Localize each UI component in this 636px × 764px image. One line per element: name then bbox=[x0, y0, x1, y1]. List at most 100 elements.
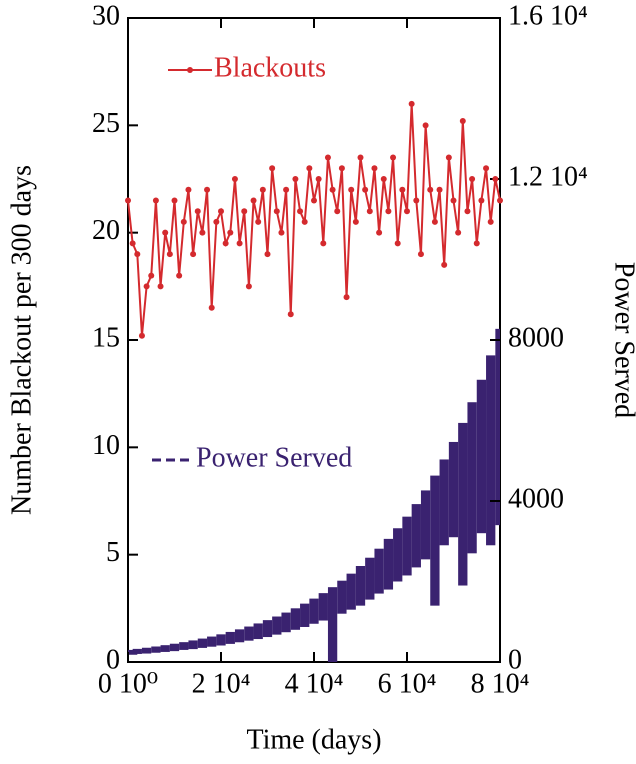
blackouts-point bbox=[306, 165, 313, 172]
blackouts-point bbox=[487, 218, 494, 225]
power-bar bbox=[234, 629, 245, 643]
y-axis-label: Number Blackout per 300 days bbox=[6, 165, 37, 515]
blackouts-point bbox=[218, 208, 224, 215]
blackouts-point bbox=[371, 165, 378, 172]
blackouts-point bbox=[222, 240, 229, 247]
blackouts-point bbox=[236, 240, 243, 247]
blackouts-point bbox=[459, 118, 466, 125]
blackouts-point bbox=[176, 272, 183, 279]
power-bar bbox=[374, 548, 384, 594]
blackouts-point bbox=[157, 283, 164, 290]
power-bar bbox=[132, 648, 142, 654]
blackouts-point bbox=[269, 165, 276, 172]
x-tick-label: 6 10⁴ bbox=[378, 668, 437, 699]
blackouts-point bbox=[427, 186, 434, 193]
blackouts-point bbox=[292, 176, 299, 182]
blackouts-point bbox=[469, 176, 476, 182]
x-tick-label: 8 10⁴ bbox=[471, 668, 530, 699]
blackouts-point bbox=[148, 272, 155, 279]
y-tick-label: 30 bbox=[92, 0, 120, 31]
blackouts-point bbox=[324, 154, 331, 161]
blackouts-point bbox=[227, 229, 234, 236]
y2-tick-label: 8000 bbox=[508, 322, 564, 353]
power-bar bbox=[448, 441, 459, 538]
blackouts-point bbox=[362, 186, 369, 193]
blackouts-point bbox=[278, 229, 285, 236]
y2-tick-label: 1.6 10⁴ bbox=[508, 0, 588, 31]
blackouts-point bbox=[287, 311, 294, 318]
blackouts-point bbox=[241, 208, 248, 215]
power-bar bbox=[281, 612, 291, 633]
power-bar bbox=[355, 566, 366, 606]
blackouts-point bbox=[431, 218, 438, 225]
blackouts-point bbox=[190, 251, 197, 258]
blackouts-point bbox=[338, 165, 345, 172]
power-bar bbox=[225, 631, 235, 644]
blackouts-point bbox=[343, 294, 350, 301]
blackouts-point bbox=[250, 197, 257, 204]
blackouts-point bbox=[297, 208, 304, 215]
blackouts-point bbox=[413, 197, 420, 204]
blackouts-point bbox=[213, 218, 220, 225]
blackouts-point bbox=[352, 218, 359, 225]
blackouts-point bbox=[390, 154, 397, 161]
blackouts-point bbox=[357, 154, 364, 161]
blackouts-point bbox=[273, 208, 280, 215]
blackouts-point bbox=[329, 186, 336, 193]
power-bar bbox=[207, 636, 217, 647]
blackouts-point bbox=[385, 208, 392, 215]
blackouts-point bbox=[143, 283, 150, 290]
blackouts-point bbox=[185, 186, 192, 193]
power-bar bbox=[411, 504, 421, 568]
blackouts-point bbox=[473, 240, 480, 247]
y2-tick-label: 0 bbox=[508, 644, 522, 675]
blackouts-point bbox=[125, 197, 131, 204]
power-bar bbox=[495, 328, 500, 526]
power-bar bbox=[467, 402, 477, 554]
power-bar bbox=[486, 355, 496, 546]
blackouts-point bbox=[422, 122, 429, 129]
power-bar bbox=[244, 626, 254, 641]
blackouts-point bbox=[441, 261, 448, 268]
legend-label: Power Served bbox=[196, 442, 352, 473]
blackouts-point bbox=[199, 229, 206, 236]
blackouts-point bbox=[334, 208, 341, 215]
power-bar bbox=[262, 620, 273, 638]
power-bar bbox=[402, 516, 412, 576]
power-bar bbox=[141, 647, 152, 654]
power-bar bbox=[439, 459, 449, 546]
power-bar bbox=[327, 587, 338, 662]
legend-marker bbox=[187, 67, 193, 73]
blackouts-point bbox=[399, 186, 406, 193]
power-bar bbox=[309, 598, 319, 624]
blackouts-point bbox=[204, 186, 211, 193]
blackouts-point bbox=[208, 304, 215, 311]
blackouts-point bbox=[264, 251, 271, 258]
blackouts-point bbox=[320, 240, 327, 247]
blackouts-point bbox=[380, 176, 387, 182]
blackouts-point bbox=[283, 186, 290, 193]
plot-frame bbox=[127, 17, 501, 663]
power-bar bbox=[253, 623, 263, 640]
blackouts-point bbox=[315, 176, 322, 182]
y-tick-label: 5 bbox=[106, 537, 120, 568]
blackouts-point bbox=[152, 197, 159, 204]
blackouts-point bbox=[138, 332, 145, 339]
blackouts-point bbox=[478, 197, 485, 204]
blackouts-point bbox=[162, 229, 169, 236]
blackouts-point bbox=[436, 186, 443, 193]
power-bar bbox=[393, 528, 403, 582]
blackouts-point bbox=[166, 251, 173, 258]
power-bar bbox=[318, 593, 328, 621]
blackouts-point bbox=[134, 251, 141, 258]
blackouts-point bbox=[417, 251, 424, 258]
blackouts-point bbox=[483, 165, 490, 172]
blackouts-point bbox=[245, 283, 252, 290]
y2-axis-label: Power Served bbox=[609, 262, 636, 418]
blackouts-point bbox=[464, 208, 471, 215]
x-axis-label: Time (days) bbox=[246, 724, 381, 755]
y-tick-label: 25 bbox=[92, 108, 120, 139]
y-tick-label: 10 bbox=[92, 430, 120, 461]
power-bar bbox=[383, 538, 394, 590]
